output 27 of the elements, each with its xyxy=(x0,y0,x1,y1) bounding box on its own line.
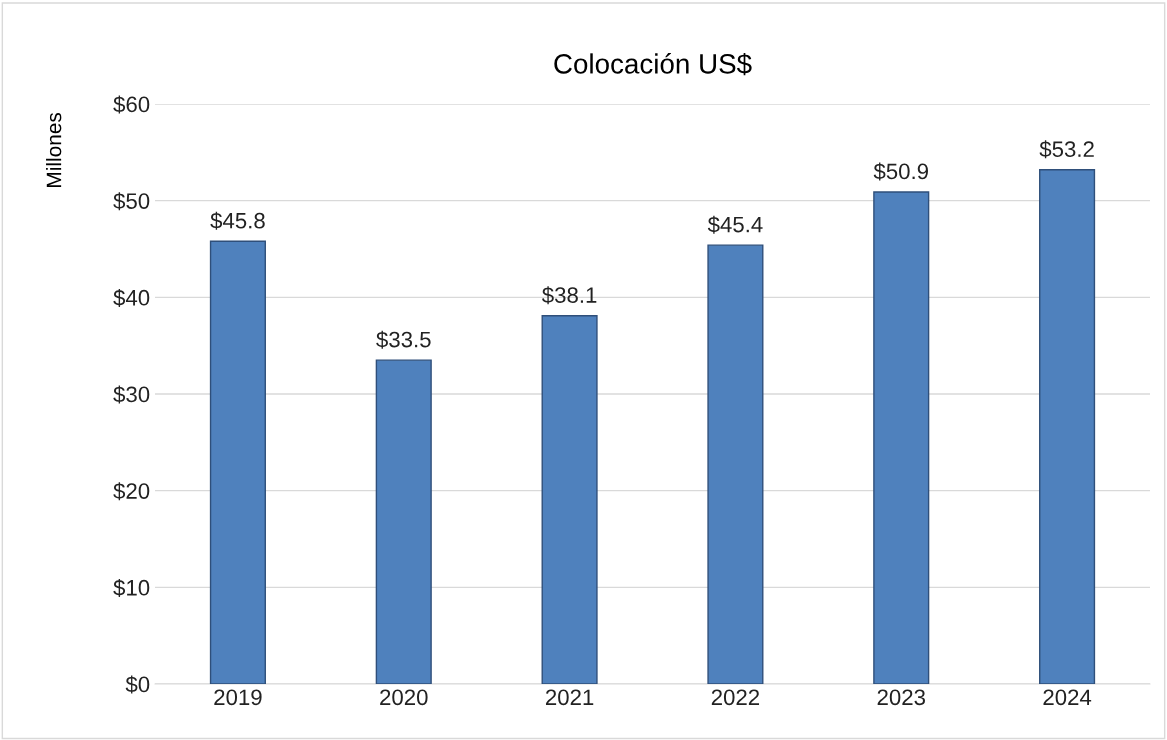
y-tick-label: $60 xyxy=(113,95,150,114)
data-label: $38.1 xyxy=(542,286,597,305)
bar xyxy=(541,315,598,684)
bar xyxy=(1039,169,1096,684)
bar xyxy=(375,359,432,684)
data-label: $33.5 xyxy=(376,330,431,349)
data-label: $45.4 xyxy=(707,215,763,234)
bar xyxy=(873,191,930,684)
y-tick-label: $0 xyxy=(125,675,150,694)
y-tick-label: $50 xyxy=(113,192,150,211)
x-tick-label: 2024 xyxy=(1043,689,1092,706)
data-label: $53.2 xyxy=(1039,140,1094,159)
bar xyxy=(209,240,266,684)
y-tick-label: $30 xyxy=(113,385,150,404)
y-tick-label: $20 xyxy=(113,482,150,501)
x-tick-label: 2022 xyxy=(711,689,760,706)
y-axis-title: Millones xyxy=(46,112,62,187)
chart-title: Colocación US$ xyxy=(554,52,752,76)
y-tick-label: $40 xyxy=(113,288,150,307)
data-label: $50.9 xyxy=(873,162,928,181)
bar xyxy=(707,244,764,684)
x-tick-label: 2019 xyxy=(214,689,262,706)
x-tick-label: 2020 xyxy=(380,689,428,706)
y-tick-label: $10 xyxy=(113,578,150,597)
x-tick-label: 2021 xyxy=(545,689,594,706)
x-tick-label: 2023 xyxy=(877,689,925,706)
data-label: $45.8 xyxy=(210,211,265,230)
